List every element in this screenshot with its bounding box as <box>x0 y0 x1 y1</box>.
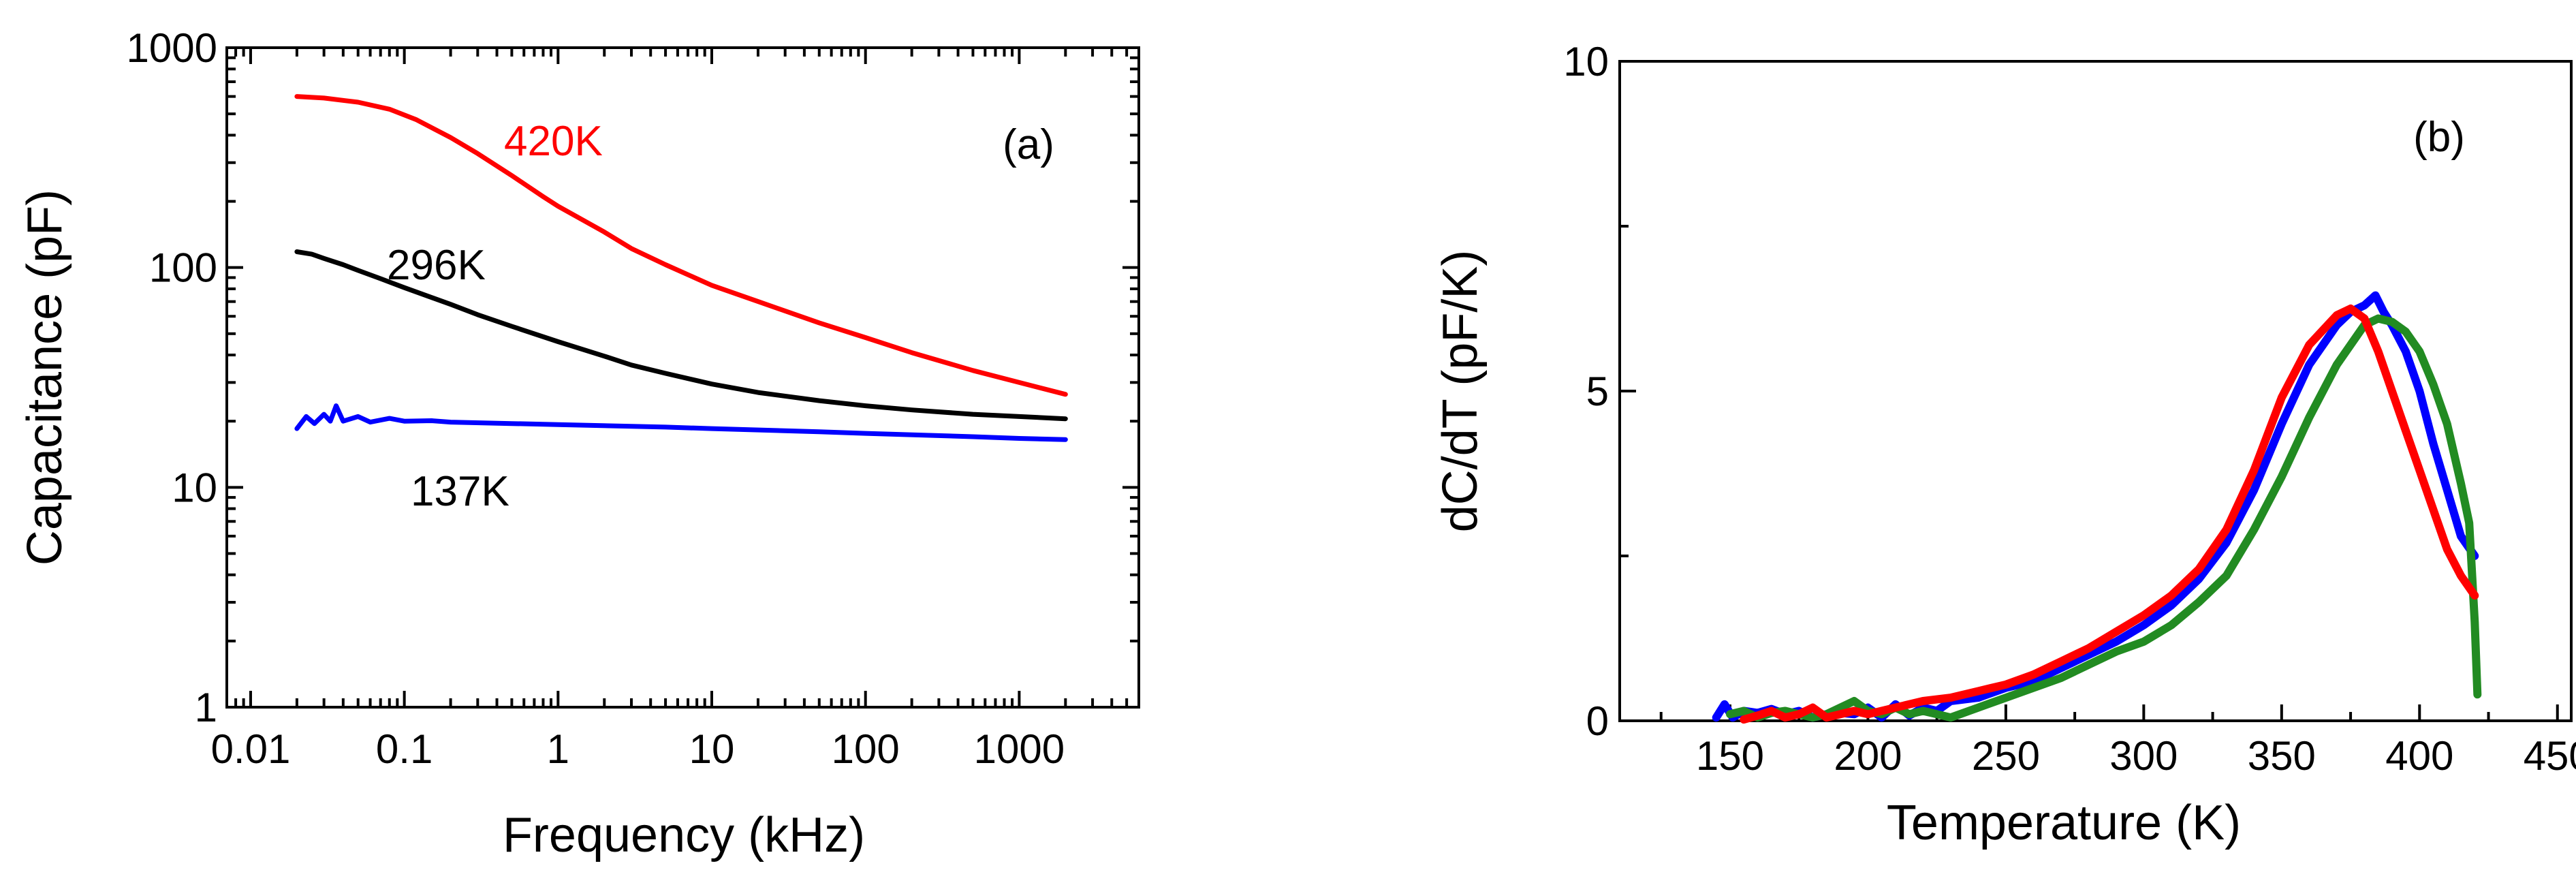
y-tick-label-b: 0 <box>1586 698 1609 744</box>
tick-marks-a <box>225 46 1140 709</box>
chart-panel-b: 150 200 250 300 350 400 450 0 5 10 Temperature (K… <box>1433 39 2576 850</box>
plot-frame-a <box>225 46 1140 709</box>
x-tick-label-b: 450 <box>2524 733 2576 779</box>
y-tick-label-a: 100 <box>149 245 217 291</box>
y-axis-title-a: Capacitance (pF) <box>18 189 72 565</box>
y-tick-label-b: 10 <box>1563 39 1609 84</box>
series-group-b <box>1712 291 2482 724</box>
x-tick-label-b: 400 <box>2385 733 2453 779</box>
x-tick-label-a: 100 <box>832 726 900 772</box>
x-tick-label-b: 300 <box>2109 733 2178 779</box>
series-label-296k: 296K <box>387 242 486 289</box>
y-tick-label-a: 10 <box>172 465 217 510</box>
x-tick-label-a: 1 <box>547 726 569 772</box>
x-tick-label-b: 350 <box>2248 733 2316 779</box>
x-axis-title-a: Frequency (kHz) <box>503 808 865 863</box>
chart-panel-a: 0.01 0.1 1 10 100 1000 1 10 100 1000 Frequency (k… <box>18 25 1140 863</box>
series-line-blue <box>1712 291 2479 722</box>
x-tick-label-b: 200 <box>1834 733 1902 779</box>
x-tick-label-b: 250 <box>1972 733 2040 779</box>
panel-label-a: (a) <box>1003 121 1054 168</box>
tick-marks-b <box>1620 60 2559 722</box>
y-tick-label-b: 5 <box>1586 369 1609 414</box>
y-axis-title-b: dC/dT (pF/K) <box>1433 250 1488 533</box>
x-tick-label-a: 10 <box>689 726 735 772</box>
tick-labels-a: 0.01 0.1 1 10 100 1000 1 10 100 1000 <box>127 25 1065 772</box>
panel-label-b: (b) <box>2413 114 2465 161</box>
tick-labels-b: 150 200 250 300 350 400 450 0 5 10 <box>1563 39 2576 779</box>
x-tick-label-a: 1000 <box>974 726 1065 772</box>
x-axis-title-b: Temperature (K) <box>1887 796 2241 850</box>
y-tick-label-a: 1000 <box>127 25 217 71</box>
series-group-a <box>294 94 1068 442</box>
series-line-green <box>1726 314 2482 722</box>
y-tick-label-a: 1 <box>195 685 217 730</box>
x-tick-label-a: 0.01 <box>211 726 291 772</box>
series-line-red <box>1740 305 2479 724</box>
x-tick-label-a: 0.1 <box>376 726 433 772</box>
series-line-137k <box>294 403 1068 442</box>
series-label-137k: 137K <box>411 468 509 515</box>
series-label-420k: 420K <box>504 118 603 165</box>
series-line-296k <box>294 249 1068 422</box>
series-line-420k <box>294 94 1068 397</box>
x-tick-label-b: 150 <box>1696 733 1764 779</box>
